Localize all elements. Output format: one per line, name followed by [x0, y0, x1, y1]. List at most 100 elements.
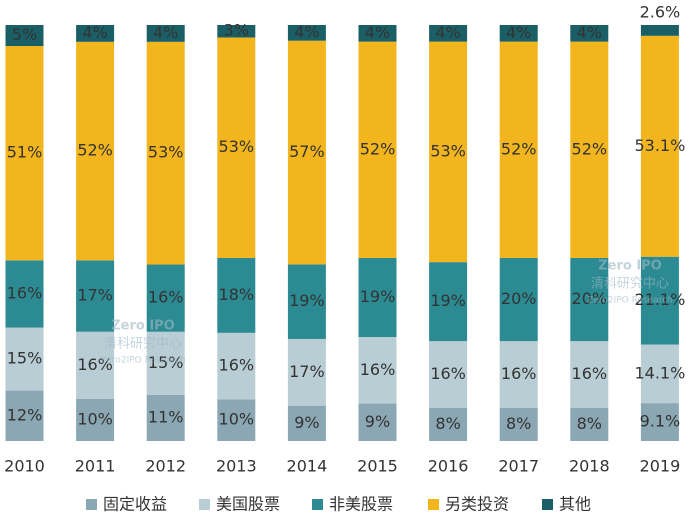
data-label: 8% — [577, 414, 602, 433]
legend-label: 美国股票 — [216, 495, 280, 514]
bar-segment — [287, 25, 326, 41]
legend-swatch — [542, 499, 553, 510]
bar-segment — [217, 37, 256, 258]
data-label: 4% — [435, 23, 460, 42]
legend-label: 固定收益 — [103, 495, 167, 514]
bar-segment — [76, 25, 115, 42]
x-tick-label: 2016 — [428, 457, 469, 476]
bar-segment — [499, 341, 538, 408]
bar-segment — [287, 405, 326, 441]
x-tick-label: 2019 — [640, 457, 681, 476]
bar-segment — [640, 403, 679, 441]
x-tick-label: 2018 — [569, 457, 610, 476]
data-label: 5% — [12, 25, 37, 44]
data-label: 4% — [506, 23, 531, 42]
data-label: 52% — [501, 139, 537, 158]
data-label: 52% — [360, 139, 396, 158]
x-tick-label: 2015 — [357, 457, 398, 476]
bar-segment — [570, 25, 609, 42]
bar-segment — [5, 25, 44, 47]
data-label: 4% — [153, 23, 178, 42]
data-label: 52% — [572, 139, 608, 158]
bar-segment — [640, 25, 679, 36]
data-label: 20% — [572, 289, 608, 308]
bar-segment — [217, 25, 256, 38]
bar-segment — [5, 260, 44, 328]
data-label: 53.1% — [634, 136, 685, 155]
data-label: 16% — [572, 364, 608, 383]
legend-label: 另类投资 — [445, 495, 509, 514]
data-label: 8% — [506, 414, 531, 433]
data-label: 18% — [219, 285, 255, 304]
bar-segment — [570, 341, 609, 408]
data-label: 16% — [148, 288, 184, 307]
bar-segment — [499, 41, 538, 258]
bar-segment — [499, 25, 538, 42]
data-label: 4% — [82, 23, 107, 42]
bar-segment — [5, 390, 44, 441]
data-label: 10% — [77, 409, 113, 428]
bar-segment — [429, 25, 468, 42]
bar-segment — [287, 264, 326, 339]
data-label: 17% — [289, 362, 325, 381]
bar-segment — [358, 257, 397, 337]
bar-segment — [640, 256, 679, 345]
bar-segment — [217, 257, 256, 333]
data-label: 16% — [360, 360, 396, 379]
data-label: 16% — [7, 283, 43, 302]
data-label: 16% — [77, 355, 113, 374]
bar-segment — [499, 407, 538, 441]
x-tick-label: 2011 — [75, 457, 116, 476]
data-label: 14.1% — [634, 363, 685, 382]
data-label: 11% — [148, 407, 184, 426]
data-label: 16% — [430, 364, 466, 383]
bar-segment — [570, 407, 609, 441]
bar-segment — [217, 399, 256, 441]
x-tick-label: 2017 — [498, 457, 539, 476]
data-label: 53% — [219, 137, 255, 156]
data-label: 17% — [77, 286, 113, 305]
data-label: 4% — [365, 23, 390, 42]
bar-segment — [146, 331, 185, 395]
bar-segment — [570, 257, 609, 342]
x-tick-label: 2012 — [145, 457, 186, 476]
x-tick-label: 2013 — [216, 457, 257, 476]
legend-swatch — [312, 499, 323, 510]
bar-segment — [429, 262, 468, 342]
bar-segment — [76, 331, 115, 399]
bar-segment — [5, 46, 44, 261]
watermark: 清科研究中心 — [104, 337, 182, 352]
bar-segment — [358, 41, 397, 258]
watermark: Zero2IPO Research — [587, 296, 673, 306]
bar-segment — [570, 41, 609, 258]
data-label: 19% — [430, 291, 466, 310]
data-label: 12% — [7, 405, 43, 424]
data-label: 4% — [577, 23, 602, 42]
legend-label: 其他 — [559, 495, 591, 514]
data-label: 8% — [435, 414, 460, 433]
watermark: 清科研究中心 — [591, 277, 669, 292]
data-label: 16% — [219, 356, 255, 375]
watermark: Zero IPO — [598, 259, 662, 274]
bar-segment — [358, 403, 397, 441]
data-label: 9% — [365, 412, 390, 431]
data-label: 9.1% — [640, 412, 681, 431]
data-label: 19% — [289, 291, 325, 310]
data-label: 51% — [7, 143, 43, 162]
bar-segment — [287, 338, 326, 406]
bar-segment — [146, 264, 185, 332]
bar-segment — [358, 337, 397, 404]
data-label: 20% — [501, 289, 537, 308]
data-label: 10% — [219, 410, 255, 429]
legend-swatch — [428, 499, 439, 510]
bar-segment — [429, 407, 468, 441]
bar-segment — [429, 341, 468, 408]
bar-segment — [76, 41, 115, 261]
data-label: 15% — [148, 353, 184, 372]
bar-segment — [217, 332, 256, 400]
data-label: 4% — [294, 22, 319, 41]
bar-segment — [146, 394, 185, 441]
data-label: 19% — [360, 287, 396, 306]
data-label: 53% — [430, 141, 466, 160]
